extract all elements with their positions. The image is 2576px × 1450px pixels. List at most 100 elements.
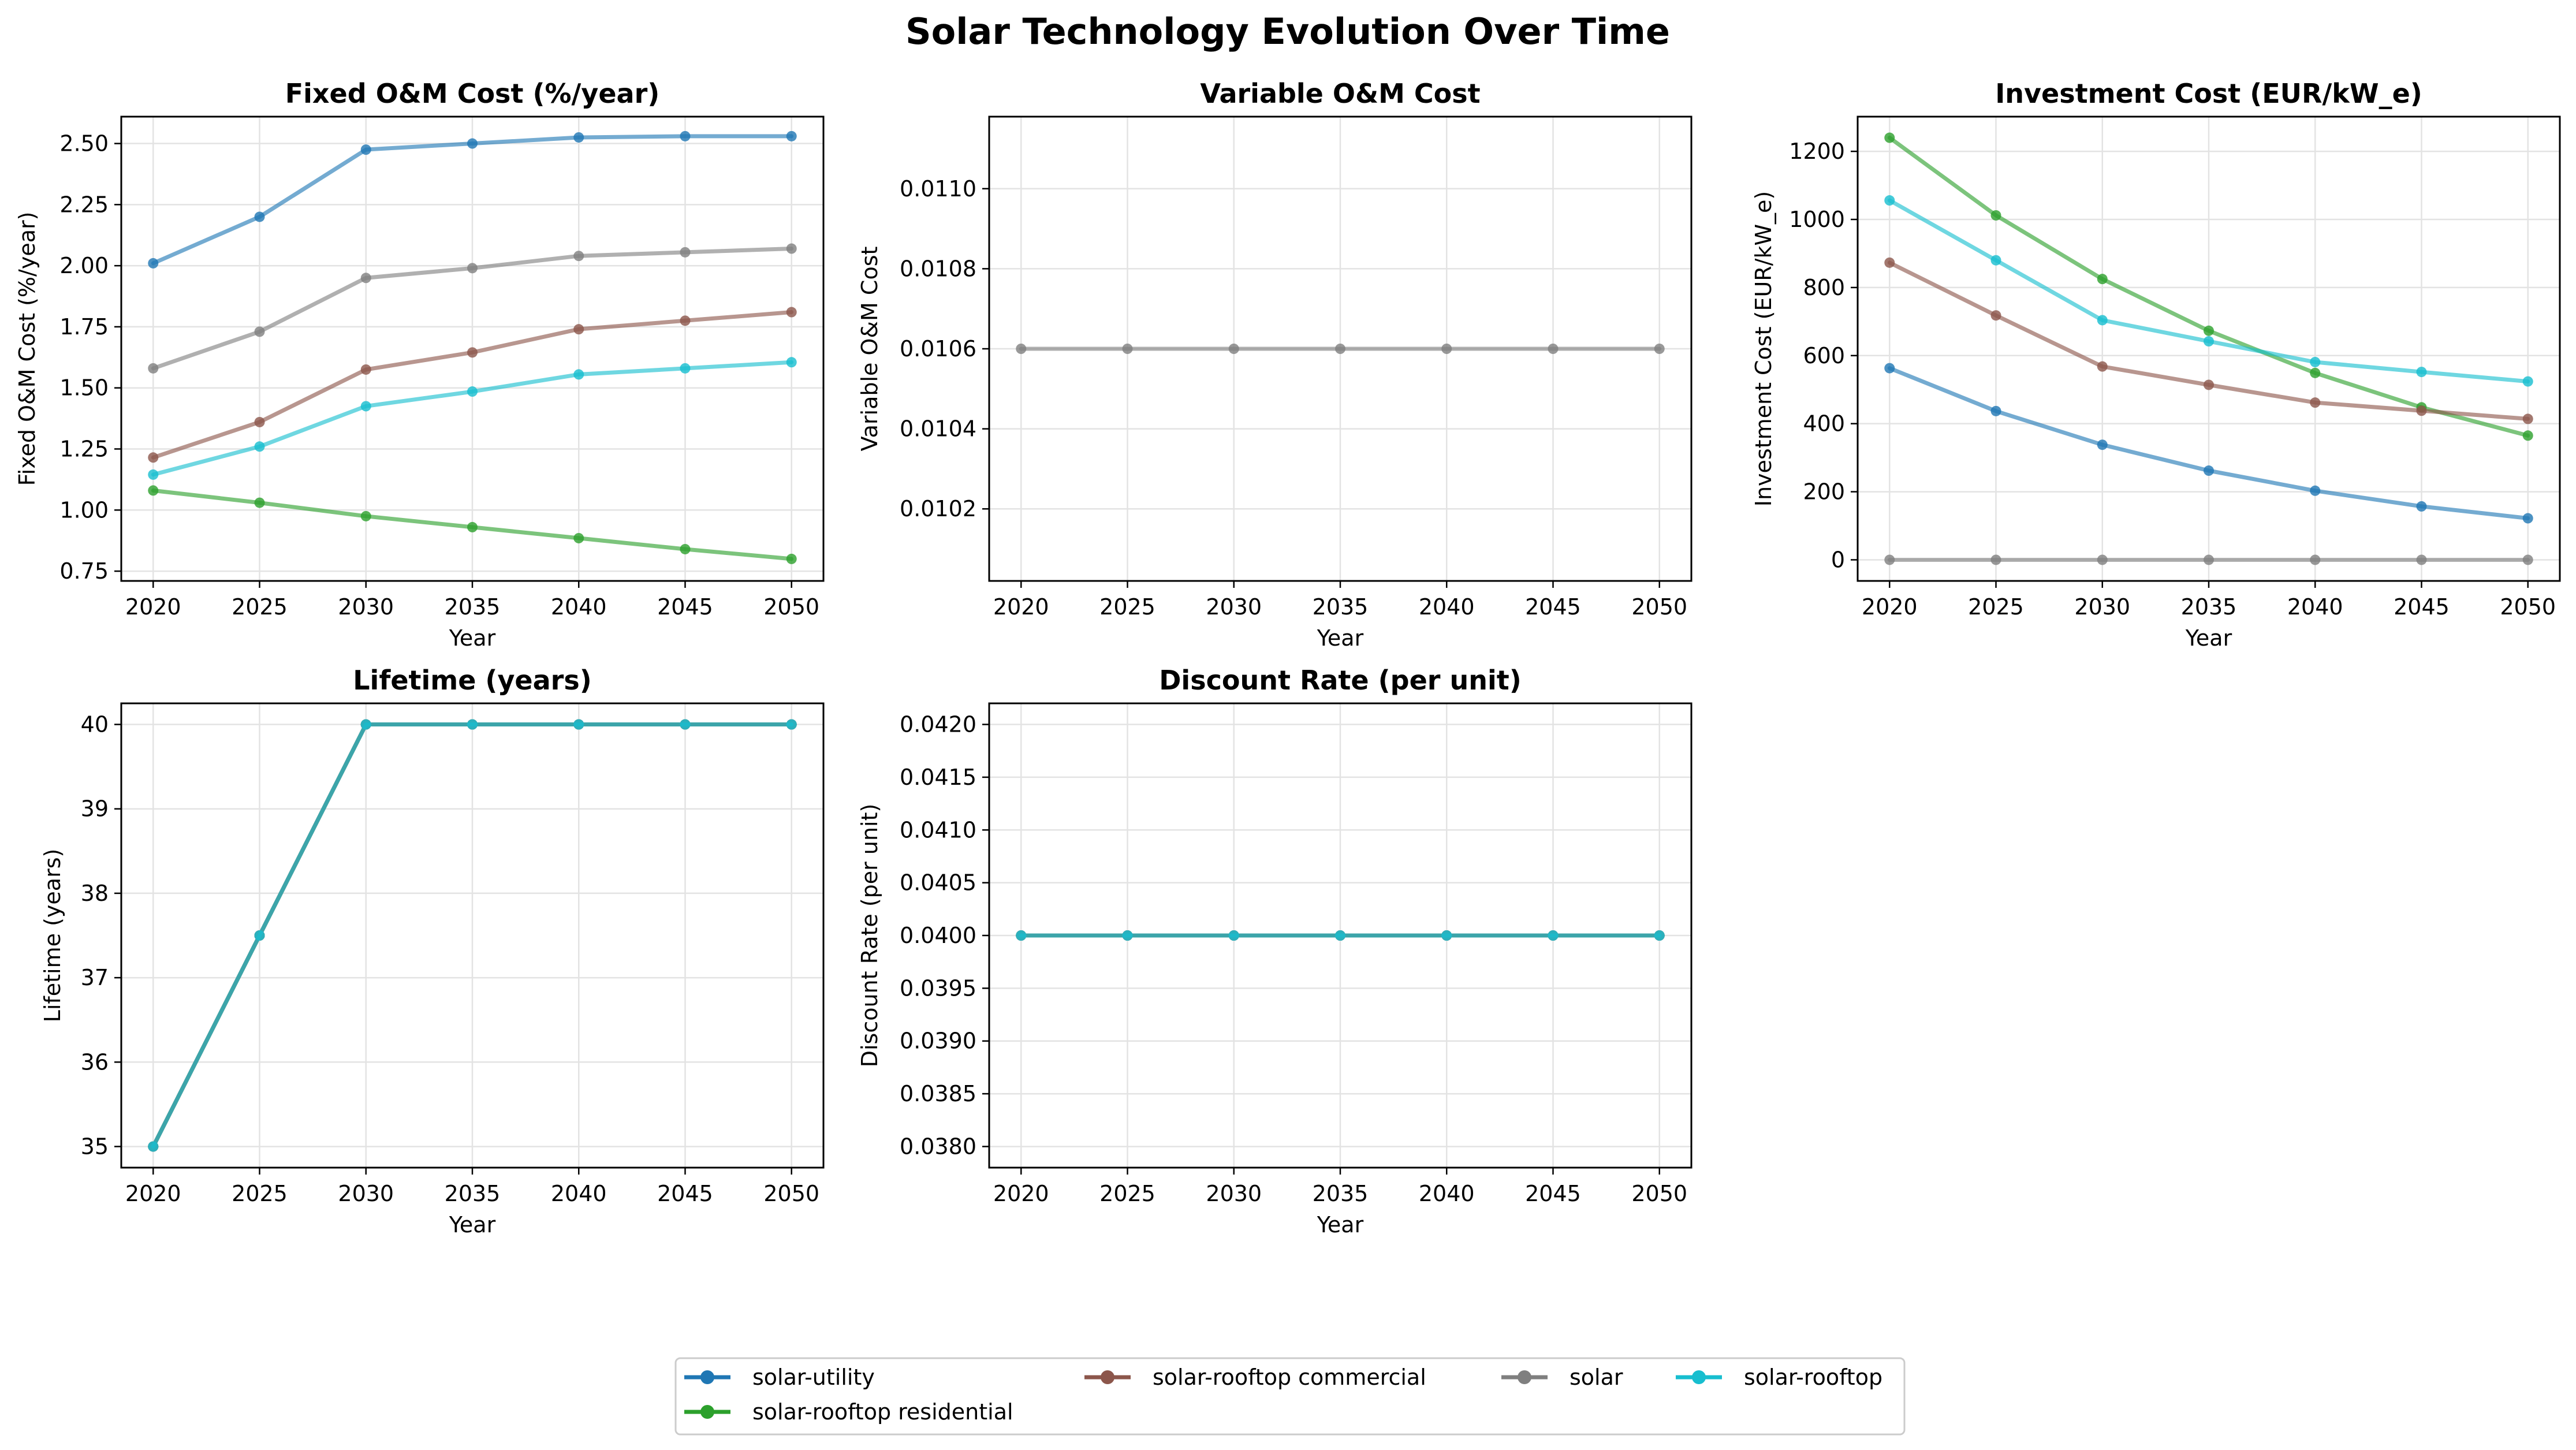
subplot-title: Investment Cost (EUR/kW_e) — [1995, 78, 2422, 109]
data-point — [786, 553, 797, 564]
data-point — [254, 326, 265, 337]
x-tick-label: 2045 — [1525, 594, 1581, 620]
data-point — [2097, 439, 2108, 450]
x-tick-label: 2025 — [1099, 594, 1155, 620]
data-point — [254, 441, 265, 452]
data-point — [2204, 554, 2214, 565]
data-point — [786, 307, 797, 318]
data-point — [1884, 195, 1895, 206]
x-axis-label: Year — [449, 1212, 496, 1237]
x-tick-label: 2035 — [445, 594, 501, 620]
data-point — [2204, 336, 2214, 347]
x-axis-label: Year — [1317, 1212, 1364, 1237]
data-point — [2204, 379, 2214, 390]
x-tick-label: 2040 — [551, 594, 607, 620]
y-tick-label: 39 — [81, 796, 109, 822]
data-point — [2522, 554, 2533, 565]
data-point — [1228, 930, 1239, 941]
x-tick-label: 2020 — [125, 1181, 181, 1206]
data-point — [360, 510, 371, 521]
legend-label: solar — [1570, 1365, 1623, 1390]
y-tick-label: 0.0104 — [900, 416, 976, 442]
x-tick-label: 2050 — [1631, 1181, 1687, 1206]
y-tick-label: 38 — [81, 881, 109, 906]
data-point — [148, 452, 159, 463]
data-point — [2310, 397, 2321, 408]
data-point — [2097, 554, 2108, 565]
data-point — [786, 719, 797, 730]
data-point — [680, 719, 691, 730]
x-tick-label: 2050 — [763, 594, 819, 620]
data-point — [1990, 405, 2001, 416]
data-point — [1016, 930, 1027, 941]
data-point — [2522, 413, 2533, 424]
legend-marker — [1518, 1370, 1531, 1384]
subplot: 2020 2025 2030 2035 2040 2045 2050 35 36 37 38 39 40… — [40, 665, 825, 1237]
data-point — [467, 347, 478, 358]
data-point — [1884, 132, 1895, 143]
x-tick-label: 2020 — [125, 594, 181, 620]
y-tick-label: 1.75 — [59, 314, 109, 340]
data-point — [254, 930, 265, 941]
x-tick-label: 2035 — [445, 1181, 501, 1206]
x-tick-label: 2040 — [1419, 1181, 1475, 1206]
data-point — [1884, 363, 1895, 374]
data-point — [467, 719, 478, 730]
data-point — [573, 251, 584, 262]
y-tick-label: 0.0410 — [900, 817, 976, 843]
x-tick-label: 2025 — [232, 1181, 288, 1206]
legend-label: solar-rooftop residential — [752, 1399, 1013, 1425]
data-point — [2310, 554, 2321, 565]
legend-marker — [1101, 1370, 1114, 1384]
x-tick-label: 2030 — [1206, 1181, 1262, 1206]
y-tick-label: 0.0400 — [900, 923, 976, 948]
x-tick-label: 2040 — [2287, 594, 2343, 620]
x-axis-label: Year — [2185, 625, 2232, 651]
data-point — [573, 324, 584, 335]
y-tick-label: 400 — [1803, 411, 1845, 437]
figure-title: Solar Technology Evolution Over Time — [905, 10, 1670, 53]
y-tick-label: 1.25 — [59, 436, 109, 461]
x-tick-label: 2045 — [657, 594, 713, 620]
y-tick-label: 0.0395 — [900, 975, 976, 1001]
x-tick-label: 2030 — [338, 594, 394, 620]
data-point — [467, 521, 478, 532]
y-tick-label: 2.25 — [59, 192, 109, 217]
subplot-title: Discount Rate (per unit) — [1159, 665, 1522, 696]
x-tick-label: 2025 — [1099, 1181, 1155, 1206]
y-tick-label: 2.00 — [59, 253, 109, 278]
x-tick-label: 2050 — [763, 1181, 819, 1206]
subplot: 2020 2025 2030 2035 2040 2045 2050 0.0102 0.0104… — [857, 78, 1693, 651]
data-point — [1441, 930, 1452, 941]
data-point — [148, 363, 159, 374]
subplot-title: Fixed O&M Cost (%/year) — [285, 78, 660, 109]
subplot-title: Variable O&M Cost — [1200, 78, 1480, 109]
data-point — [1548, 344, 1559, 354]
y-tick-label: 0.0405 — [900, 870, 976, 896]
y-tick-label: 1000 — [1789, 207, 1845, 232]
data-point — [2097, 361, 2108, 372]
x-tick-label: 2035 — [2181, 594, 2237, 620]
x-tick-label: 2025 — [1968, 594, 2024, 620]
data-point — [680, 315, 691, 326]
data-point — [1884, 554, 1895, 565]
data-point — [680, 363, 691, 374]
legend-marker — [1692, 1370, 1706, 1384]
legend: solar-utility solar-rooftop residential so… — [674, 1357, 1906, 1436]
data-point — [1990, 210, 2001, 221]
x-tick-label: 2045 — [657, 1181, 713, 1206]
data-point — [2204, 325, 2214, 336]
data-point — [1335, 930, 1345, 941]
data-point — [2097, 274, 2108, 285]
y-axis-label: Investment Cost (EUR/kW_e) — [1751, 191, 1776, 507]
data-point — [786, 243, 797, 254]
y-tick-label: 2.50 — [59, 131, 109, 156]
data-point — [680, 247, 691, 258]
subplot: 2020 2025 2030 2035 2040 2045 2050 0.75 1.00 1.25… — [14, 78, 825, 651]
x-tick-label: 2045 — [2394, 594, 2450, 620]
y-tick-label: 37 — [81, 965, 109, 990]
y-axis-label: Lifetime (years) — [40, 849, 65, 1023]
data-point — [2310, 356, 2321, 367]
data-point — [360, 401, 371, 412]
